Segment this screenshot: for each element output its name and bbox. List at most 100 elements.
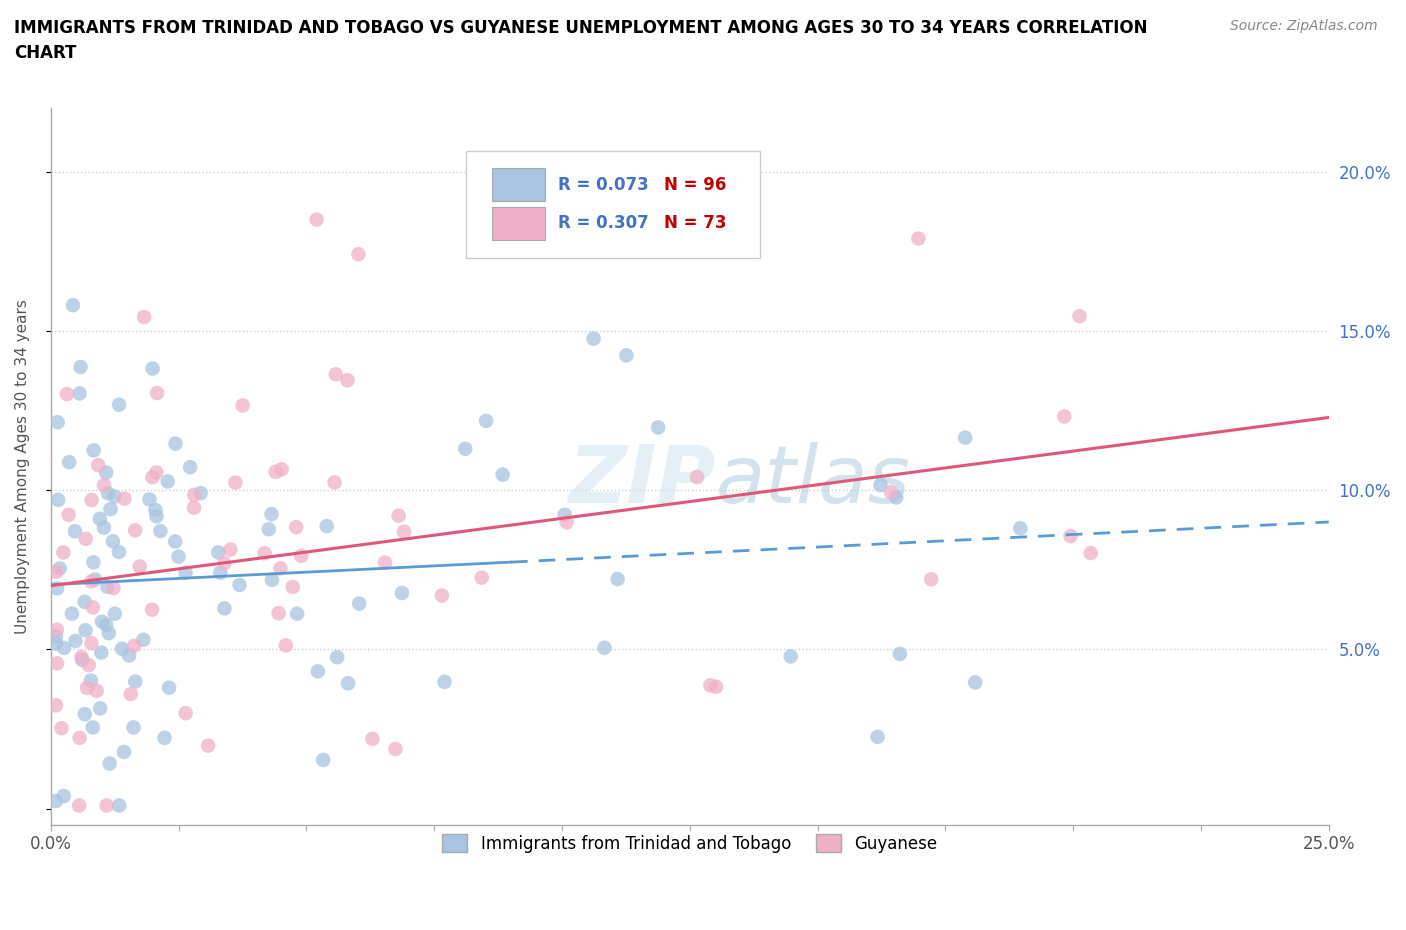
Point [869, 478, 891, 493]
Point [69, 386, 91, 401]
Point [96, 579, 118, 594]
Point [82, 600, 104, 615]
Point [336, 373, 359, 388]
Point [142, 361, 165, 376]
FancyBboxPatch shape [492, 206, 546, 240]
Point [91, 615, 114, 630]
Point [67, 798, 90, 813]
Point [70, 650, 93, 665]
Point [96, 798, 118, 813]
Point [122, 720, 145, 735]
Point [270, 462, 292, 477]
Point [228, 578, 250, 592]
Point [1010, 521, 1032, 536]
Point [1080, 546, 1102, 561]
Point [103, 580, 125, 595]
Point [165, 534, 187, 549]
Point [149, 524, 172, 538]
Text: N = 96: N = 96 [664, 176, 727, 193]
Point [214, 556, 236, 571]
Point [80, 636, 103, 651]
Point [58, 507, 80, 522]
Point [118, 648, 141, 663]
Point [114, 491, 136, 506]
Point [264, 464, 287, 479]
Point [454, 442, 477, 457]
Point [433, 674, 456, 689]
Point [120, 686, 142, 701]
Text: R = 0.307: R = 0.307 [558, 215, 650, 232]
Point [45, 622, 67, 637]
Point [1053, 409, 1076, 424]
Point [65, 633, 87, 648]
Point [224, 475, 246, 490]
Point [430, 588, 453, 603]
Point [100, 501, 122, 516]
Point [101, 534, 124, 549]
Point [69, 730, 91, 745]
Point [183, 487, 205, 502]
Point [880, 485, 903, 499]
Point [1069, 309, 1091, 324]
Point [89, 701, 111, 716]
Point [97, 485, 120, 500]
Point [325, 366, 347, 381]
Point [606, 572, 628, 587]
Point [555, 515, 578, 530]
Point [112, 744, 135, 759]
Point [80, 673, 103, 688]
Point [46, 581, 69, 596]
Point [83, 443, 105, 458]
Text: R = 0.073: R = 0.073 [558, 176, 650, 193]
Point [285, 606, 308, 621]
Point [82, 720, 104, 735]
Point [48, 561, 70, 576]
Point [56, 387, 79, 402]
Point [582, 331, 605, 346]
Point [53, 641, 76, 656]
Point [207, 545, 229, 560]
Point [388, 508, 411, 523]
Point [183, 500, 205, 515]
Point [274, 638, 297, 653]
Point [384, 741, 406, 756]
Text: IMMIGRANTS FROM TRINIDAD AND TOBAGO VS GUYANESE UNEMPLOYMENT AMONG AGES 30 TO 34: IMMIGRANTS FROM TRINIDAD AND TOBAGO VS G… [14, 19, 1147, 61]
Point [51, 721, 73, 736]
Point [197, 738, 219, 753]
Text: Source: ZipAtlas.com: Source: ZipAtlas.com [1230, 19, 1378, 33]
Point [52, 789, 75, 804]
Point [647, 419, 669, 434]
Point [86, 684, 108, 698]
Point [471, 570, 494, 585]
Point [122, 638, 145, 653]
Point [145, 502, 167, 517]
FancyBboxPatch shape [492, 168, 546, 201]
Point [145, 509, 167, 524]
Point [80, 493, 103, 508]
Point [146, 386, 169, 401]
Point [104, 606, 127, 621]
Point [889, 646, 911, 661]
Point [260, 572, 283, 587]
Point [153, 730, 176, 745]
Point [920, 572, 942, 587]
Point [391, 586, 413, 601]
Point [87, 458, 110, 472]
Point [77, 658, 100, 672]
Point [179, 459, 201, 474]
Point [141, 603, 163, 618]
Point [96, 618, 118, 632]
Point [76, 681, 98, 696]
Point [132, 310, 155, 325]
Point [45, 565, 67, 579]
Point [141, 470, 163, 485]
Point [60, 606, 83, 621]
Point [46, 415, 69, 430]
Point [157, 680, 180, 695]
Point [138, 492, 160, 507]
Point [124, 523, 146, 538]
Point [45, 629, 67, 644]
Point [866, 729, 889, 744]
Point [492, 467, 515, 482]
Point [269, 561, 291, 576]
